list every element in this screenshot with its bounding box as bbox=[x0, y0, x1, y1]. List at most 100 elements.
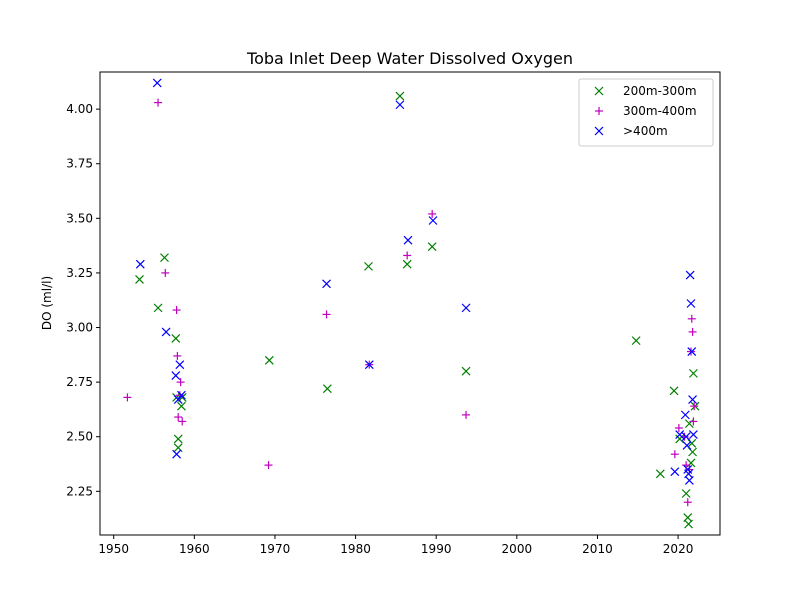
data-point bbox=[428, 209, 437, 218]
data-point bbox=[427, 242, 437, 252]
data-point bbox=[685, 270, 695, 280]
x-tick-label: 1990 bbox=[421, 542, 452, 556]
data-point bbox=[172, 449, 182, 459]
y-tick-label: 4.00 bbox=[66, 102, 93, 116]
data-point bbox=[154, 98, 163, 107]
data-point bbox=[173, 443, 183, 453]
y-tick-label: 3.00 bbox=[66, 321, 93, 335]
legend-item: 200m-300m bbox=[594, 84, 697, 98]
data-point bbox=[685, 465, 694, 474]
data-point bbox=[176, 378, 185, 387]
data-point bbox=[688, 368, 698, 378]
data-point bbox=[681, 489, 691, 498]
data-point bbox=[682, 441, 692, 450]
y-axis: 2.25 2.50 2.75 3.00 3.25 3.50 3.75 4.00 bbox=[66, 102, 100, 498]
data-point bbox=[675, 430, 685, 439]
data-point bbox=[402, 259, 412, 269]
y-tick-label: 3.75 bbox=[66, 157, 93, 171]
data-point bbox=[680, 410, 690, 420]
data-point bbox=[264, 355, 274, 365]
x-axis: 1950 1960 1970 1980 1990 2000 2010 2020 bbox=[98, 535, 693, 556]
data-point bbox=[681, 432, 691, 442]
legend: 200m-300m 300m-400m >400m bbox=[578, 78, 714, 147]
data-point bbox=[674, 423, 683, 432]
data-point bbox=[684, 475, 694, 485]
data-point bbox=[135, 259, 145, 269]
data-point bbox=[690, 402, 699, 411]
y-tick-label: 2.25 bbox=[66, 484, 93, 498]
data-point bbox=[403, 235, 413, 245]
legend-marker bbox=[595, 107, 603, 115]
data-point bbox=[123, 393, 132, 402]
data-point bbox=[670, 467, 680, 477]
legend-label: 200m-300m bbox=[623, 84, 697, 98]
legend-label: 300m-400m bbox=[623, 104, 697, 118]
data-point bbox=[177, 390, 186, 400]
y-tick-label: 2.50 bbox=[66, 430, 93, 444]
x-tick-label: 2020 bbox=[663, 542, 694, 556]
data-point bbox=[669, 386, 679, 396]
data-point bbox=[322, 279, 331, 289]
data-point bbox=[364, 261, 373, 271]
data-point bbox=[428, 216, 438, 225]
legend-item: 300m-400m bbox=[595, 104, 697, 118]
data-point bbox=[688, 447, 698, 457]
legend-item: >400m bbox=[594, 124, 668, 138]
y-tick-label: 3.50 bbox=[66, 211, 93, 225]
data-point bbox=[322, 310, 331, 319]
data-point bbox=[264, 461, 273, 470]
data-point bbox=[364, 360, 374, 370]
data-point bbox=[688, 430, 698, 439]
data-point bbox=[687, 347, 697, 356]
data-point bbox=[461, 303, 471, 313]
data-point bbox=[175, 360, 185, 370]
data-point bbox=[153, 303, 163, 313]
legend-marker bbox=[594, 126, 604, 136]
x-tick-label: 1960 bbox=[179, 542, 210, 556]
data-point bbox=[178, 417, 187, 426]
data-point bbox=[395, 100, 405, 110]
data-point bbox=[152, 78, 162, 88]
data-point bbox=[172, 306, 181, 315]
y-axis-label: DO (ml/l) bbox=[40, 276, 54, 330]
axes-frame bbox=[99, 71, 721, 536]
data-point bbox=[322, 384, 332, 394]
data-point bbox=[686, 299, 696, 308]
y-tick-label: 2.75 bbox=[66, 375, 93, 389]
data-point bbox=[161, 268, 170, 277]
data-point bbox=[161, 327, 171, 337]
data-point bbox=[689, 417, 698, 426]
data-point bbox=[177, 401, 186, 411]
data-point bbox=[171, 334, 181, 343]
x-tick-label: 2010 bbox=[582, 542, 613, 556]
data-point bbox=[173, 395, 183, 405]
legend-label: >400m bbox=[623, 124, 668, 138]
data-point bbox=[687, 314, 696, 323]
data-point bbox=[688, 327, 697, 336]
data-point bbox=[688, 395, 698, 405]
chart-title: Toba Inlet Deep Water Dissolved Oxygen bbox=[246, 49, 573, 68]
data-point bbox=[683, 498, 692, 507]
data-point bbox=[461, 366, 471, 376]
x-tick-label: 1980 bbox=[340, 542, 371, 556]
legend-box bbox=[578, 78, 714, 147]
data-point bbox=[670, 450, 679, 459]
data-point bbox=[135, 275, 144, 284]
data-point bbox=[403, 251, 412, 260]
data-point bbox=[173, 351, 182, 360]
data-point bbox=[173, 434, 183, 444]
data-point bbox=[684, 519, 693, 529]
y-tick-label: 3.25 bbox=[66, 266, 93, 280]
series-layer bbox=[123, 78, 700, 529]
data-point bbox=[171, 371, 181, 380]
data-point bbox=[631, 336, 641, 346]
data-point bbox=[395, 91, 405, 101]
legend-marker bbox=[594, 86, 604, 96]
data-point bbox=[655, 469, 665, 479]
data-point bbox=[687, 438, 697, 448]
x-tick-label: 1950 bbox=[98, 542, 129, 556]
data-point bbox=[160, 253, 169, 263]
x-tick-label: 1970 bbox=[260, 542, 291, 556]
data-point bbox=[462, 410, 471, 419]
